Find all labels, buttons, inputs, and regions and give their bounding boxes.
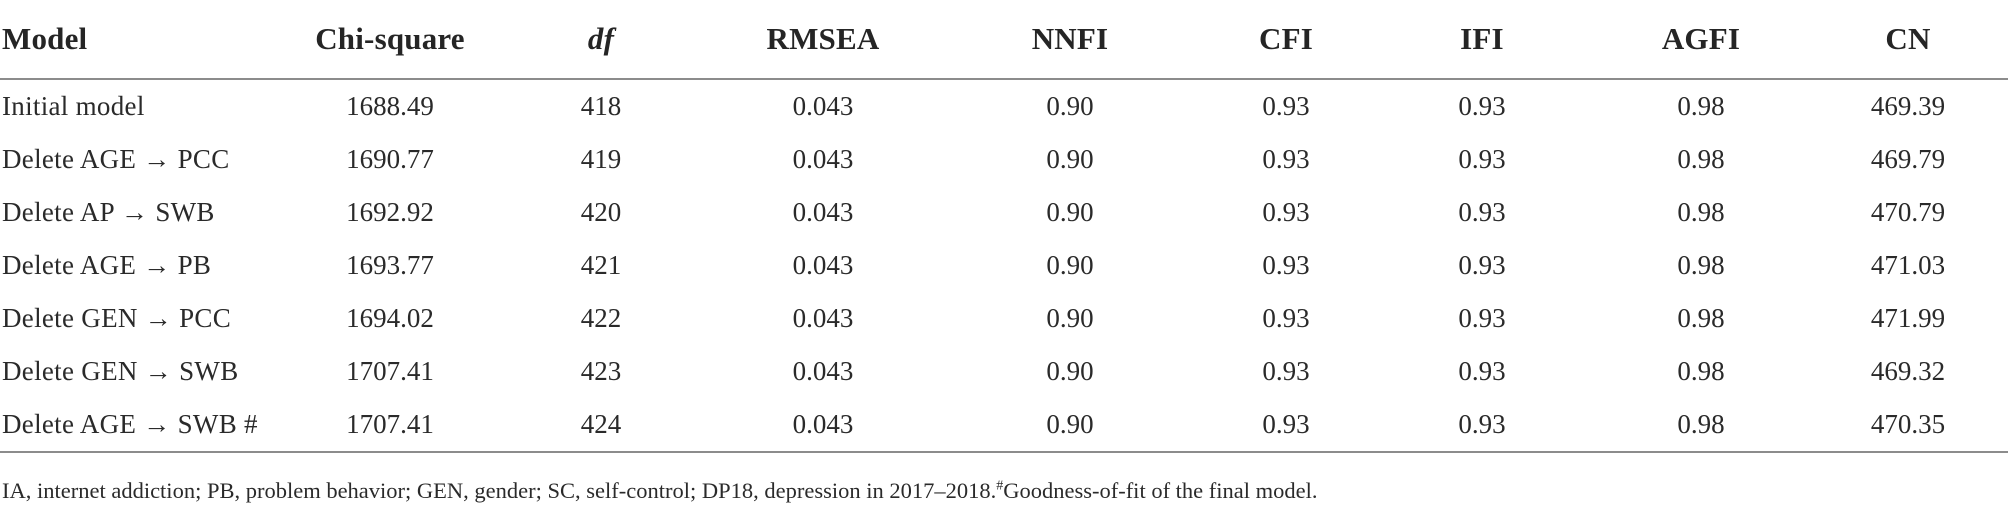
- agfi-value: 0.98: [1677, 409, 1725, 439]
- rmsea-value: 0.043: [792, 250, 854, 280]
- cn-value: 471.03: [1870, 250, 1946, 280]
- cn-value: 471.99: [1870, 303, 1946, 333]
- rmsea-value: 0.043: [792, 91, 854, 121]
- cn-value: 469.79: [1870, 144, 1946, 174]
- nnfi-value: 0.90: [1046, 91, 1094, 121]
- column-header-nnfi: NNFI: [938, 0, 1202, 80]
- cn-value: 469.39: [1870, 91, 1946, 121]
- column-header-cn: CN: [1808, 0, 2008, 80]
- df-value: 419: [580, 144, 622, 174]
- table-row: Delete AGE → PCC 1690.77 419 0.043 0.90 …: [0, 133, 2008, 186]
- rmsea-value: 0.043: [792, 356, 854, 386]
- ifi-value: 0.93: [1458, 250, 1506, 280]
- ifi-value: 0.93: [1458, 409, 1506, 439]
- column-header-model: Model: [0, 0, 286, 80]
- table-row: Delete GEN → SWB 1707.41 423 0.043 0.90 …: [0, 345, 2008, 398]
- column-header-chi-square: Chi-square: [286, 0, 494, 80]
- cfi-value: 0.93: [1262, 250, 1310, 280]
- model-label: Delete GEN → SWB: [2, 356, 239, 386]
- ifi-value: 0.93: [1458, 356, 1506, 386]
- cfi-value: 0.93: [1262, 303, 1310, 333]
- agfi-value: 0.98: [1677, 303, 1725, 333]
- model-label: Delete GEN → PCC: [2, 303, 232, 333]
- rmsea-value: 0.043: [792, 197, 854, 227]
- column-header-ifi: IFI: [1370, 0, 1594, 80]
- table-row: Delete AGE → PB 1693.77 421 0.043 0.90 0…: [0, 239, 2008, 292]
- chi-square-value: 1692.92: [346, 197, 434, 227]
- cfi-value: 0.93: [1262, 91, 1310, 121]
- column-header-rmsea: RMSEA: [708, 0, 938, 80]
- agfi-value: 0.98: [1677, 144, 1725, 174]
- cn-value: 470.35: [1870, 409, 1946, 439]
- ifi-value: 0.93: [1458, 197, 1506, 227]
- ifi-value: 0.93: [1458, 303, 1506, 333]
- nnfi-value: 0.90: [1046, 144, 1094, 174]
- table-footnote: IA, internet addiction; PB, problem beha…: [0, 478, 2008, 504]
- cfi-value: 0.93: [1262, 409, 1310, 439]
- nnfi-value: 0.90: [1046, 197, 1094, 227]
- ifi-value: 0.93: [1458, 144, 1506, 174]
- nnfi-value: 0.90: [1046, 250, 1094, 280]
- chi-square-value: 1693.77: [346, 250, 434, 280]
- ifi-value: 0.93: [1458, 91, 1506, 121]
- cfi-value: 0.93: [1262, 144, 1310, 174]
- column-header-cfi: CFI: [1202, 0, 1370, 80]
- chi-square-value: 1707.41: [346, 356, 434, 386]
- column-header-agfi: AGFI: [1594, 0, 1808, 80]
- df-value: 418: [580, 91, 622, 121]
- nnfi-value: 0.90: [1046, 303, 1094, 333]
- df-value: 421: [580, 250, 622, 280]
- table-row: Delete AGE → SWB # 1707.41 424 0.043 0.9…: [0, 398, 2008, 452]
- model-label: Delete AGE → SWB #: [2, 409, 258, 439]
- goodness-of-fit-table: Model Chi-square df RMSEA NNFI CFI IFI A…: [0, 0, 2008, 453]
- table-row: Delete AP → SWB 1692.92 420 0.043 0.90 0…: [0, 186, 2008, 239]
- cn-value: 469.32: [1870, 356, 1946, 386]
- footnote-note: Goodness-of-fit of the final model.: [1003, 478, 1318, 503]
- model-label: Initial model: [2, 91, 145, 121]
- chi-square-value: 1694.02: [346, 303, 434, 333]
- table-row: Initial model 1688.49 418 0.043 0.90 0.9…: [0, 79, 2008, 133]
- model-label: Delete AGE → PCC: [2, 144, 230, 174]
- cfi-value: 0.93: [1262, 356, 1310, 386]
- agfi-value: 0.98: [1677, 250, 1725, 280]
- footnote-marker: #: [996, 478, 1004, 494]
- chi-square-value: 1690.77: [346, 144, 434, 174]
- model-label: Delete AP → SWB: [2, 197, 215, 227]
- header-row: Model Chi-square df RMSEA NNFI CFI IFI A…: [0, 0, 2008, 80]
- df-value: 423: [580, 356, 622, 386]
- cn-value: 470.79: [1870, 197, 1946, 227]
- chi-square-value: 1707.41: [346, 409, 434, 439]
- nnfi-value: 0.90: [1046, 409, 1094, 439]
- df-value: 422: [580, 303, 622, 333]
- rmsea-value: 0.043: [792, 144, 854, 174]
- table-row: Delete GEN → PCC 1694.02 422 0.043 0.90 …: [0, 292, 2008, 345]
- agfi-value: 0.98: [1677, 356, 1725, 386]
- column-header-df: df: [494, 0, 708, 80]
- chi-square-value: 1688.49: [346, 91, 434, 121]
- model-label: Delete AGE → PB: [2, 250, 212, 280]
- rmsea-value: 0.043: [792, 409, 854, 439]
- nnfi-value: 0.90: [1046, 356, 1094, 386]
- agfi-value: 0.98: [1677, 91, 1725, 121]
- df-value: 420: [580, 197, 622, 227]
- footnote-abbreviations: IA, internet addiction; PB, problem beha…: [2, 478, 997, 503]
- df-value: 424: [580, 409, 622, 439]
- cfi-value: 0.93: [1262, 197, 1310, 227]
- rmsea-value: 0.043: [792, 303, 854, 333]
- agfi-value: 0.98: [1677, 197, 1725, 227]
